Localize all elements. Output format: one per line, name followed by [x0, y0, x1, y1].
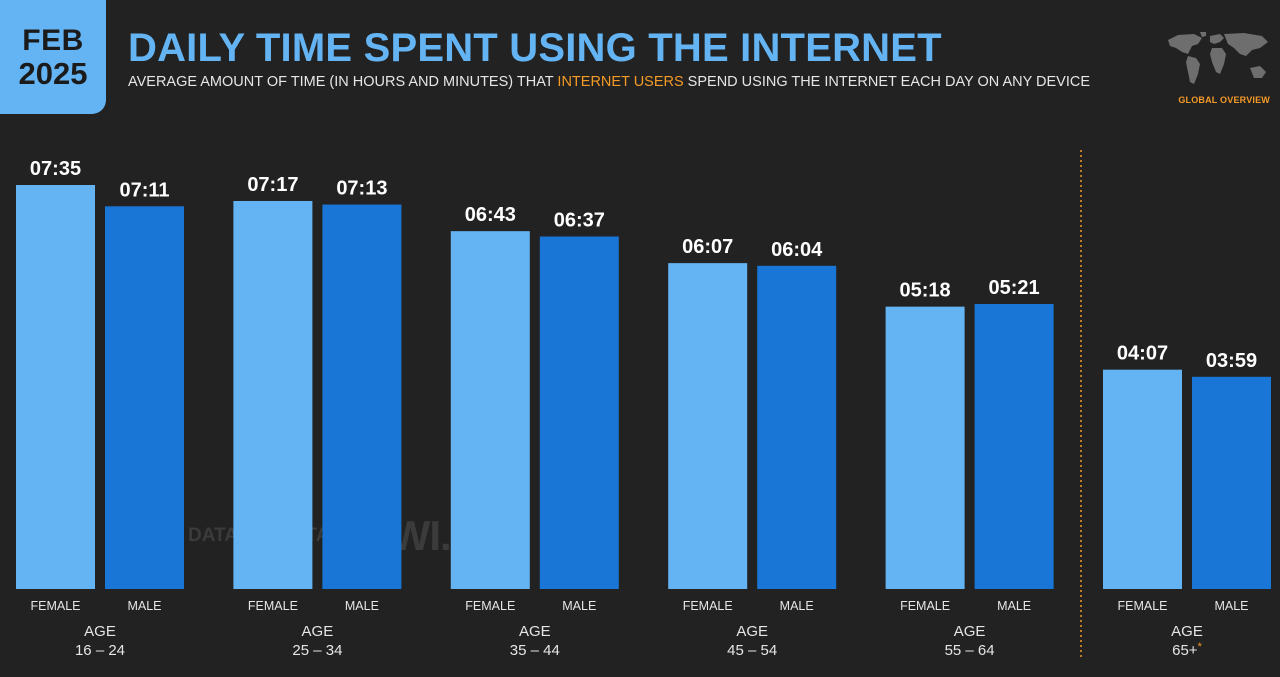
bar-male-group-4 — [974, 303, 1054, 589]
series-label-female-group-1: FEMALE — [248, 599, 298, 613]
value-label-male-group-4: 05:21 — [989, 277, 1040, 299]
value-label-male-group-1: 07:13 — [336, 178, 387, 200]
category-label-2: 35 – 44 — [510, 642, 560, 659]
group-prefix-label-0: AGE — [84, 623, 116, 640]
group-prefix-label-4: AGE — [954, 623, 986, 640]
subtitle-highlight: INTERNET USERS — [557, 74, 684, 90]
bar-female-group-4 — [885, 306, 965, 589]
category-label-5: 65+* — [1172, 641, 1202, 659]
category-label-3: 45 – 54 — [727, 642, 777, 659]
series-label-female-group-4: FEMALE — [900, 599, 950, 613]
value-label-female-group-5: 04:07 — [1117, 343, 1168, 365]
footnote-marker: * — [1198, 641, 1203, 653]
group-prefix-label-2: AGE — [519, 623, 551, 640]
value-label-female-group-1: 07:17 — [247, 174, 298, 196]
category-label-1: 25 – 34 — [292, 642, 342, 659]
bar-female-group-0 — [16, 185, 95, 589]
series-label-male-group-4: MALE — [997, 599, 1031, 613]
series-label-male-group-2: MALE — [562, 599, 596, 613]
value-label-male-group-5: 03:59 — [1206, 350, 1257, 372]
global-overview-label: GLOBAL OVERVIEW — [1178, 95, 1270, 105]
bar-female-group-1 — [233, 200, 313, 589]
bar-male-group-1 — [322, 204, 402, 590]
value-label-female-group-2: 06:43 — [465, 204, 516, 226]
group-prefix-label-3: AGE — [736, 623, 768, 640]
chart-subtitle: AVERAGE AMOUNT OF TIME (IN HOURS AND MIN… — [128, 74, 1090, 90]
subtitle-text-start: AVERAGE AMOUNT OF TIME (IN HOURS AND MIN… — [128, 74, 558, 90]
date-month: FEB — [22, 23, 84, 57]
group-prefix-label-1: AGE — [302, 623, 334, 640]
bar-female-group-2 — [450, 231, 530, 589]
series-label-male-group-5: MALE — [1214, 599, 1248, 613]
date-badge: FEB 2025 — [0, 0, 106, 114]
value-label-male-group-0: 07:11 — [119, 179, 169, 201]
value-label-female-group-0: 07:35 — [30, 158, 81, 180]
series-label-female-group-5: FEMALE — [1117, 599, 1167, 613]
value-label-female-group-3: 06:07 — [682, 236, 733, 258]
bar-male-group-3 — [757, 265, 837, 589]
series-label-female-group-0: FEMALE — [30, 599, 80, 613]
series-label-male-group-0: MALE — [127, 599, 161, 613]
date-year: 2025 — [18, 55, 88, 91]
bar-male-group-0 — [105, 206, 184, 590]
bar-male-group-5 — [1192, 376, 1271, 589]
bar-female-group-5 — [1103, 369, 1182, 589]
value-label-female-group-4: 05:18 — [900, 280, 951, 302]
category-label-0: 16 – 24 — [75, 642, 125, 659]
series-label-female-group-2: FEMALE — [465, 599, 515, 613]
value-label-male-group-2: 06:37 — [554, 209, 605, 231]
bar-male-group-2 — [539, 236, 619, 589]
world-map-icon — [1168, 32, 1268, 84]
category-label-4: 55 – 64 — [945, 642, 995, 659]
series-label-female-group-3: FEMALE — [683, 599, 733, 613]
chart-title: DAILY TIME SPENT USING THE INTERNET — [128, 26, 942, 70]
series-label-male-group-1: MALE — [345, 599, 379, 613]
bar-female-group-3 — [668, 263, 748, 589]
subtitle-text-end: SPEND USING THE INTERNET EACH DAY ON ANY… — [683, 74, 1091, 90]
group-prefix-label-5: AGE — [1171, 623, 1203, 640]
value-label-male-group-3: 06:04 — [771, 239, 823, 261]
series-label-male-group-3: MALE — [780, 599, 814, 613]
